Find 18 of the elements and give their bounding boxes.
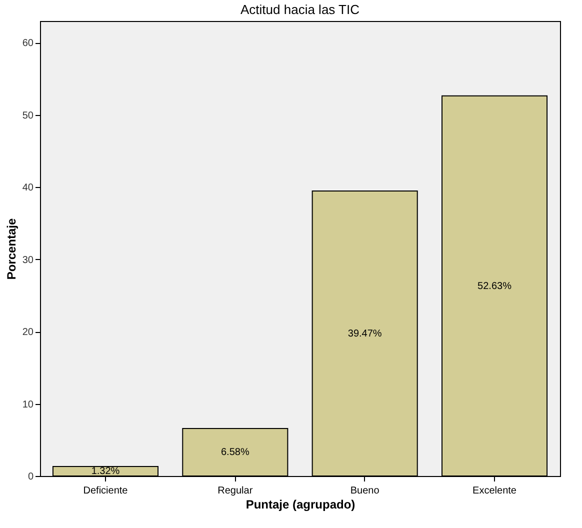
y-tick-label: 0 <box>28 472 34 482</box>
x-axis-title: Puntaje (agrupado) <box>246 498 356 512</box>
x-tick-label: Bueno <box>350 486 380 496</box>
y-tick-label: 10 <box>22 399 34 410</box>
data-label: 6.58% <box>220 447 250 458</box>
data-label: 39.47% <box>348 328 382 340</box>
x-tick-label: Excelente <box>472 486 517 496</box>
x-tick-label: Deficiente <box>83 486 128 496</box>
y-tick-label: 50 <box>22 110 34 122</box>
x-tick-label: Regular <box>218 486 254 496</box>
y-axis-title: Porcentaje <box>4 218 18 280</box>
y-tick-label: 60 <box>22 38 34 50</box>
data-label: 52.63% <box>478 280 512 292</box>
y-tick-label: 30 <box>22 254 34 266</box>
y-tick-label: 40 <box>22 182 34 194</box>
chart-title: Actitud hacia las TIC <box>240 2 360 17</box>
y-tick-label: 20 <box>22 327 34 338</box>
data-label: 1.32% <box>91 466 120 478</box>
